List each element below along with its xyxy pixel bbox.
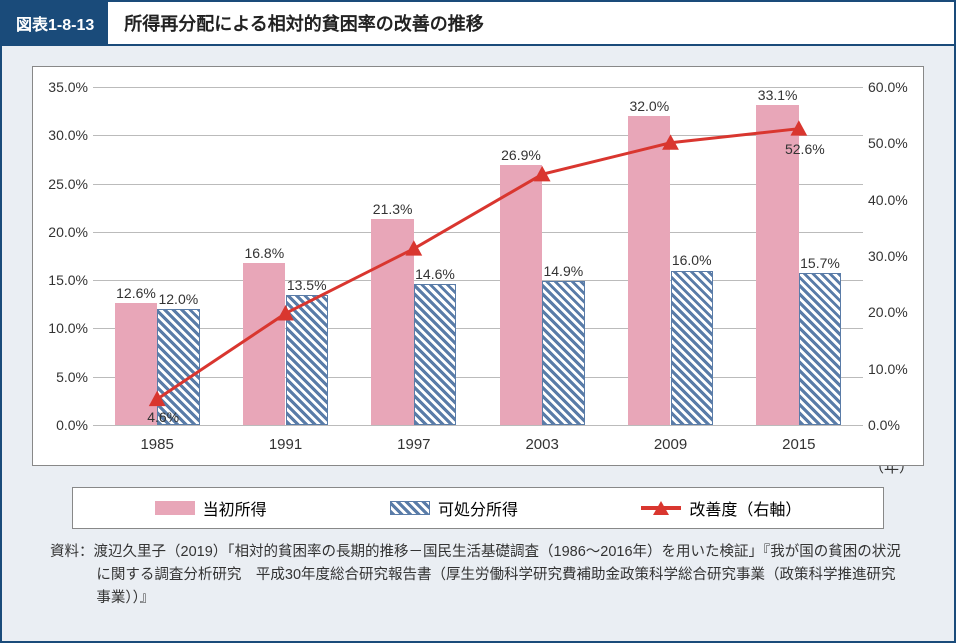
x-category-label: 1997 [397,436,430,453]
legend-label-bar1: 当初所得 [203,496,267,520]
source-text: 資料：渡辺久里子（2019）「相対的貧困率の長期的推移－国民生活基礎調査（198… [50,541,906,611]
bar-initial-income [243,263,285,425]
y-left-tick: 10.0% [48,320,88,336]
title-bar: 図表1-8-13 所得再分配による相対的貧困率の改善の推移 [2,2,954,46]
y-left-tick: 15.0% [48,272,88,288]
legend-swatch-bar2 [390,501,430,515]
bar-disposable-income [799,273,841,425]
y-right-tick: 0.0% [868,417,900,433]
y-left-tick: 25.0% [48,176,88,192]
bar1-value-label: 26.9% [501,147,541,163]
chart-plot: 0.0% 5.0% 10.0% 15.0% 20.0% 25.0% 30.0% 35.0% 0.… [33,67,923,465]
y-left-tick: 30.0% [48,127,88,143]
chart-area: 0.0% 5.0% 10.0% 15.0% 20.0% 25.0% 30.0% 35.0% 0.… [32,66,924,466]
x-category-label: 2015 [782,436,815,453]
legend: 当初所得 可処分所得 改善度（右軸） [72,487,884,529]
bar-initial-income [115,303,157,425]
bar2-value-label: 14.9% [543,263,583,279]
y-right-tick: 60.0% [868,79,908,95]
bar1-value-label: 12.6% [116,285,156,301]
line-value-label: 4.6% [147,409,179,425]
y-left-tick: 20.0% [48,224,88,240]
bar-disposable-income [671,271,713,426]
legend-label-line: 改善度（右軸） [689,496,801,520]
bar-initial-income [628,116,670,425]
source-citation: 資料：渡辺久里子（2019）「相対的貧困率の長期的推移－国民生活基礎調査（198… [32,529,924,625]
bar2-value-label: 15.7% [800,255,840,271]
x-category-label: 2009 [654,436,687,453]
y-left-tick: 35.0% [48,79,88,95]
y-right-tick: 20.0% [868,304,908,320]
legend-item-bar2: 可処分所得 [390,496,518,520]
x-category-label: 1985 [140,436,173,453]
y-left-tick: 0.0% [56,417,88,433]
legend-item-line: 改善度（右軸） [641,496,801,520]
y-left-tick: 5.0% [56,369,88,385]
bar1-value-label: 16.8% [244,245,284,261]
bar-disposable-income [414,284,456,425]
bar1-value-label: 21.3% [373,201,413,217]
y-right-tick: 40.0% [868,192,908,208]
figure-number-tag: 図表1-8-13 [2,2,108,44]
bar2-value-label: 12.0% [158,291,198,307]
figure-container: 図表1-8-13 所得再分配による相対的貧困率の改善の推移 0.0% 5.0% 10… [0,0,956,643]
bar-disposable-income [286,295,328,425]
bar1-value-label: 33.1% [758,87,798,103]
bar-disposable-income [542,281,584,425]
legend-swatch-line [641,506,681,510]
legend-item-bar1: 当初所得 [155,496,267,520]
legend-label-bar2: 可処分所得 [438,496,518,520]
figure-title: 所得再分配による相対的貧困率の改善の推移 [108,2,499,44]
bar-initial-income [500,165,542,425]
legend-swatch-bar1 [155,501,195,515]
bar2-value-label: 16.0% [672,252,712,268]
bar2-value-label: 14.6% [415,266,455,282]
line-value-label: 52.6% [785,141,825,157]
y-right-tick: 30.0% [868,248,908,264]
bar1-value-label: 32.0% [629,98,669,114]
y-right-tick: 50.0% [868,135,908,151]
x-category-label: 1991 [269,436,302,453]
bar-disposable-income [157,309,199,425]
y-right-tick: 10.0% [868,361,908,377]
bar-initial-income [371,219,413,425]
chart-panel: 0.0% 5.0% 10.0% 15.0% 20.0% 25.0% 30.0% 35.0% 0.… [2,46,954,641]
x-category-label: 2003 [525,436,558,453]
bar2-value-label: 13.5% [287,277,327,293]
